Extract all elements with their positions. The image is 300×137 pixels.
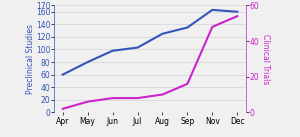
- Y-axis label: Clinical Trials: Clinical Trials: [261, 34, 270, 84]
- Y-axis label: Preclinical Studies: Preclinical Studies: [26, 24, 34, 94]
